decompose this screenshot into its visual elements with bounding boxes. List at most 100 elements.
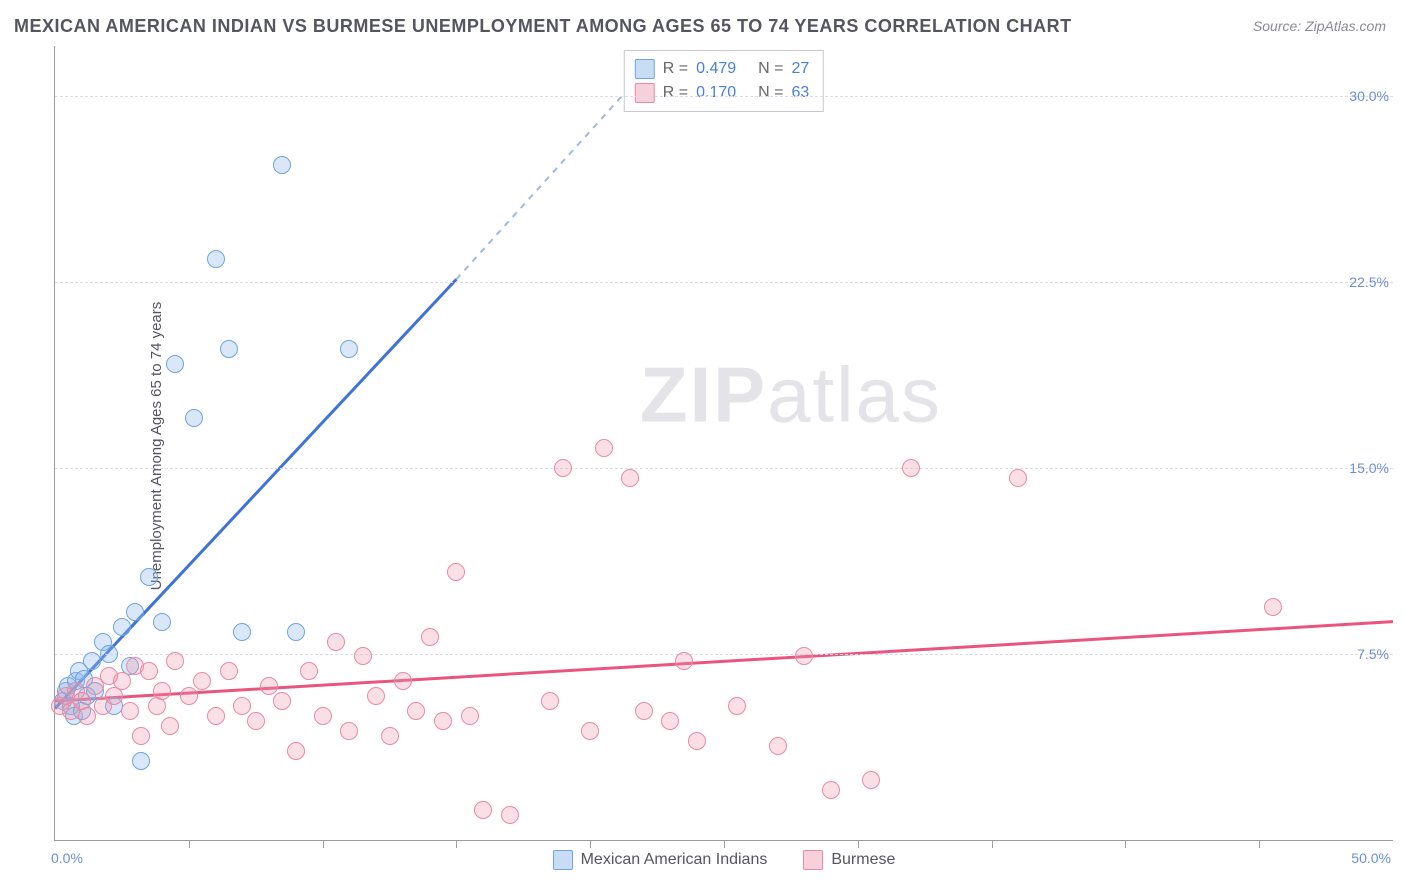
data-point	[554, 459, 572, 477]
data-point	[688, 732, 706, 750]
data-point	[153, 613, 171, 631]
data-point	[327, 633, 345, 651]
x-tick	[724, 840, 725, 848]
data-point	[233, 623, 251, 641]
data-point	[126, 603, 144, 621]
data-point	[474, 801, 492, 819]
data-point	[635, 702, 653, 720]
data-point	[407, 702, 425, 720]
data-point	[314, 707, 332, 725]
data-point	[132, 727, 150, 745]
source-attribution: Source: ZipAtlas.com	[1253, 18, 1386, 34]
data-point	[381, 727, 399, 745]
stats-n-label: N =	[758, 81, 783, 105]
data-point	[822, 781, 840, 799]
data-point	[287, 623, 305, 641]
data-point	[902, 459, 920, 477]
y-tick-label: 15.0%	[1349, 460, 1395, 476]
data-point	[193, 672, 211, 690]
data-point	[100, 645, 118, 663]
data-point	[287, 742, 305, 760]
data-point	[273, 156, 291, 174]
stats-n-value: 27	[791, 57, 809, 81]
data-point	[421, 628, 439, 646]
legend-swatch-icon	[553, 850, 573, 870]
scatter-plot-area: ZIPatlas R =0.479N =27R =0.170N =63 0.0%…	[54, 46, 1393, 841]
data-point	[581, 722, 599, 740]
data-point	[595, 439, 613, 457]
legend-label: Burmese	[831, 851, 895, 869]
x-tick	[858, 840, 859, 848]
stats-n-label: N =	[758, 57, 783, 81]
data-point	[121, 702, 139, 720]
stats-row: R = 0.479 N = 27	[635, 57, 809, 81]
y-tick-label: 22.5%	[1349, 274, 1395, 290]
y-tick-label: 7.5%	[1357, 646, 1395, 662]
stats-r-label: R =	[663, 81, 688, 105]
data-point	[447, 563, 465, 581]
data-point	[153, 682, 171, 700]
data-point	[501, 806, 519, 824]
data-point	[78, 707, 96, 725]
data-point	[661, 712, 679, 730]
x-tick	[590, 840, 591, 848]
y-tick-label: 30.0%	[1349, 88, 1395, 104]
data-point	[300, 662, 318, 680]
data-point	[166, 355, 184, 373]
watermark: ZIPatlas	[640, 350, 942, 441]
data-point	[862, 771, 880, 789]
data-point	[233, 697, 251, 715]
stats-r-value: 0.170	[696, 81, 750, 105]
legend-item: Mexican American Indians	[553, 850, 768, 870]
x-tick	[1125, 840, 1126, 848]
legend-swatch-icon	[635, 83, 655, 103]
data-point	[260, 677, 278, 695]
data-point	[180, 687, 198, 705]
data-point	[621, 469, 639, 487]
stats-row: R = 0.170 N = 63	[635, 81, 809, 105]
data-point	[247, 712, 265, 730]
data-point	[161, 717, 179, 735]
chart-title: MEXICAN AMERICAN INDIAN VS BURMESE UNEMP…	[14, 16, 1072, 37]
data-point	[367, 687, 385, 705]
gridline-h	[55, 654, 1393, 655]
gridline-h	[55, 96, 1393, 97]
bottom-legend: Mexican American Indians Burmese	[55, 850, 1393, 870]
data-point	[220, 662, 238, 680]
data-point	[1264, 598, 1282, 616]
watermark-bold: ZIP	[640, 351, 767, 439]
x-tick	[992, 840, 993, 848]
data-point	[675, 652, 693, 670]
stats-r-value: 0.479	[696, 57, 750, 81]
data-point	[140, 662, 158, 680]
data-point	[340, 340, 358, 358]
stats-r-label: R =	[663, 57, 688, 81]
correlation-stats-box: R = 0.479 N = 27 R = 0.170 N = 63	[624, 50, 824, 112]
legend-swatch-icon	[803, 850, 823, 870]
data-point	[220, 340, 238, 358]
data-point	[140, 568, 158, 586]
data-point	[461, 707, 479, 725]
legend-item: Burmese	[803, 850, 895, 870]
data-point	[132, 752, 150, 770]
data-point	[728, 697, 746, 715]
data-point	[795, 647, 813, 665]
data-point	[113, 672, 131, 690]
legend-swatch-icon	[635, 59, 655, 79]
data-point	[273, 692, 291, 710]
data-point	[434, 712, 452, 730]
data-point	[394, 672, 412, 690]
legend-label: Mexican American Indians	[581, 851, 768, 869]
data-point	[185, 409, 203, 427]
x-tick	[456, 840, 457, 848]
gridline-h	[55, 282, 1393, 283]
gridline-h	[55, 468, 1393, 469]
x-tick	[323, 840, 324, 848]
data-point	[207, 707, 225, 725]
stats-n-value: 63	[791, 81, 809, 105]
data-point	[541, 692, 559, 710]
data-point	[769, 737, 787, 755]
data-point	[207, 250, 225, 268]
data-point	[354, 647, 372, 665]
x-tick	[1259, 840, 1260, 848]
